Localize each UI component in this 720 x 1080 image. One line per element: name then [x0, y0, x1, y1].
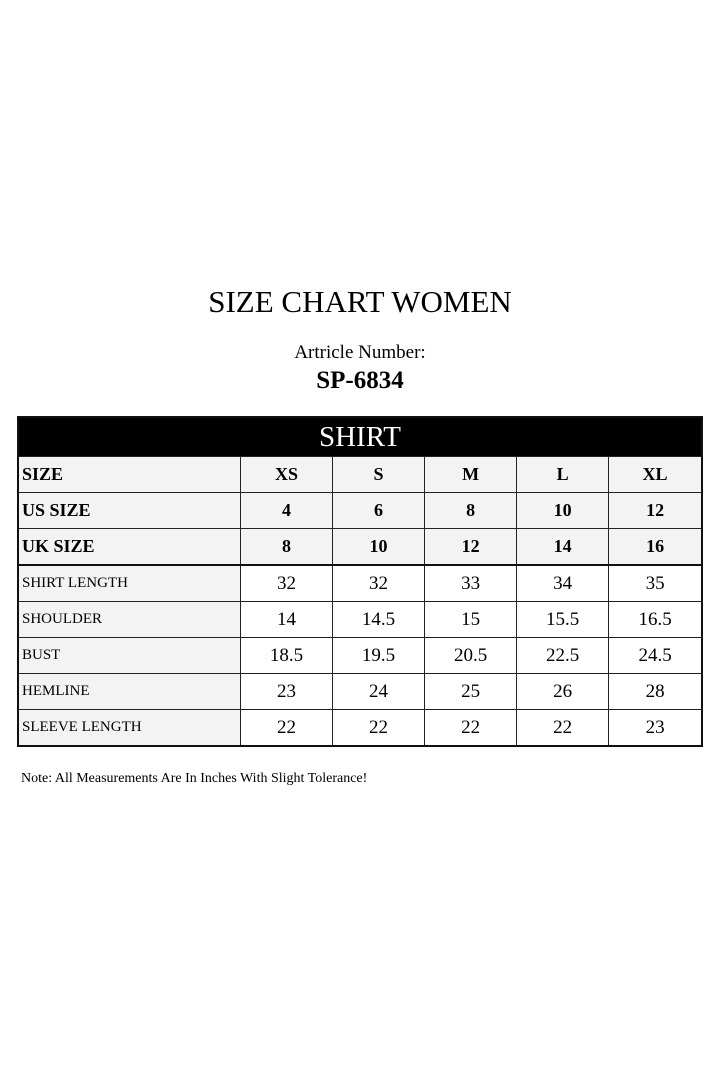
table-row: HEMLINE 23 24 25 26 28	[17, 673, 703, 710]
cell-value: 24.5	[608, 637, 703, 674]
cell-value: 10	[516, 492, 610, 529]
cell-value: 28	[608, 673, 703, 710]
row-label: BUST	[17, 637, 241, 674]
row-label: US SIZE	[17, 492, 241, 529]
cell-value: XS	[239, 456, 334, 493]
cell-value: 14	[239, 601, 334, 638]
cell-value: 19.5	[332, 637, 426, 674]
cell-value: 14	[516, 528, 610, 566]
cell-value: M	[424, 456, 518, 493]
cell-value: 12	[608, 492, 703, 529]
table-row: SIZE XS S M L XL	[17, 456, 703, 493]
row-label: HEMLINE	[17, 673, 241, 710]
cell-value: 15	[424, 601, 518, 638]
table-row: SHOULDER 14 14.5 15 15.5 16.5	[17, 601, 703, 638]
cell-value: 18.5	[239, 637, 334, 674]
cell-value: 20.5	[424, 637, 518, 674]
cell-value: L	[516, 456, 610, 493]
table-row: BUST 18.5 19.5 20.5 22.5 24.5	[17, 637, 703, 674]
size-table: SHIRT SIZE XS S M L XL US SIZE 4 6 8 10 12 UK SIZE 8 1…	[17, 416, 703, 747]
cell-value: 23	[608, 709, 703, 747]
cell-value: 23	[239, 673, 334, 710]
cell-value: 26	[516, 673, 610, 710]
cell-value: 32	[332, 564, 426, 602]
cell-value: 22	[239, 709, 334, 747]
cell-value: S	[332, 456, 426, 493]
cell-value: 32	[239, 564, 334, 602]
cell-value: 16	[608, 528, 703, 566]
cell-value: 22	[516, 709, 610, 747]
cell-value: 8	[239, 528, 334, 566]
row-label: SHOULDER	[17, 601, 241, 638]
table-row: US SIZE 4 6 8 10 12	[17, 492, 703, 529]
cell-value: 25	[424, 673, 518, 710]
cell-value: 4	[239, 492, 334, 529]
cell-value: 16.5	[608, 601, 703, 638]
cell-value: 6	[332, 492, 426, 529]
table-row: SHIRT LENGTH 32 32 33 34 35	[17, 564, 703, 602]
cell-value: 10	[332, 528, 426, 566]
cell-value: 14.5	[332, 601, 426, 638]
table-row: SLEEVE LENGTH 22 22 22 22 23	[17, 709, 703, 747]
table-row: UK SIZE 8 10 12 14 16	[17, 528, 703, 566]
cell-value: 33	[424, 564, 518, 602]
cell-value: 15.5	[516, 601, 610, 638]
cell-value: 8	[424, 492, 518, 529]
section-title: SHIRT	[18, 417, 702, 457]
cell-value: 22.5	[516, 637, 610, 674]
note: Note: All Measurements Are In Inches Wit…	[21, 771, 368, 786]
cell-value: XL	[608, 456, 703, 493]
row-label: SHIRT LENGTH	[17, 564, 241, 602]
article-number: SP-6834	[316, 367, 404, 394]
page-title: SIZE CHART WOMEN	[208, 284, 512, 319]
cell-value: 12	[424, 528, 518, 566]
article-label: Artricle Number:	[294, 342, 426, 363]
cell-value: 22	[424, 709, 518, 747]
cell-value: 34	[516, 564, 610, 602]
row-label: SLEEVE LENGTH	[17, 709, 241, 747]
row-label: UK SIZE	[17, 528, 241, 566]
cell-value: 22	[332, 709, 426, 747]
row-label: SIZE	[17, 456, 241, 493]
cell-value: 35	[608, 564, 703, 602]
cell-value: 24	[332, 673, 426, 710]
